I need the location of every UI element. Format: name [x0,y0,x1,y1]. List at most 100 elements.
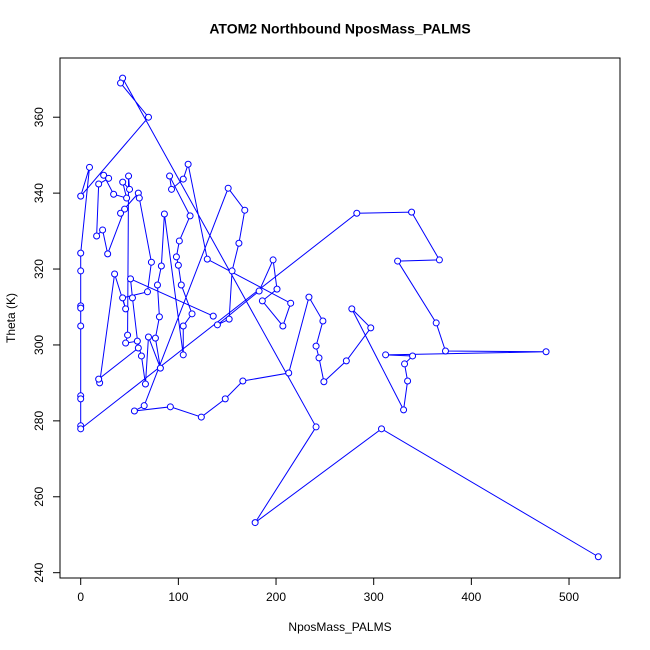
chart-title: ATOM2 Northbound NposMass_PALMS [209,21,470,37]
data-point [130,407,138,415]
data-point [99,226,107,234]
data-point [184,160,192,168]
y-tick-label: 260 [32,486,46,506]
data-point [110,190,118,198]
data-point [141,380,149,388]
data-point [93,232,101,240]
data-point [128,294,136,302]
data-point [409,352,417,360]
data-point [124,331,132,339]
data-point [353,209,361,217]
x-tick-label: 100 [168,590,188,604]
data-point [77,249,85,257]
data-point [144,113,152,121]
data-point [95,180,103,188]
data-point [123,194,131,202]
data-point [122,339,130,347]
x-tick-label: 300 [364,590,384,604]
data-point [134,344,142,352]
data-point [251,519,259,527]
data-point [179,175,187,183]
x-axis-label: NposMass_PALMS [288,620,391,634]
y-axis-label: Theta (K) [4,293,18,343]
x-tick-label: 400 [461,590,481,604]
data-point [179,322,187,330]
data-point [287,299,295,307]
y-tick-label: 360 [32,107,46,127]
data-point [77,192,85,200]
data-point [348,305,356,313]
data-line [80,76,599,558]
data-point [273,285,281,293]
data-point [117,209,125,217]
data-point [203,255,211,263]
data-point [378,425,386,433]
data-point [400,406,408,414]
y-tick-label: 340 [32,183,46,203]
data-point [85,163,93,171]
data-point [177,281,185,289]
data-point [382,351,390,359]
data-point [77,395,85,403]
data-point [179,351,187,359]
data-point [319,317,327,325]
data-point [144,333,152,341]
data-point [121,205,129,213]
data-point [151,334,159,342]
x-tick-label: 0 [77,590,84,604]
data-point [435,256,443,264]
data-point [305,293,313,301]
data-point [228,267,236,275]
x-tick-label: 500 [559,590,579,604]
data-point [188,310,196,318]
data-point [209,312,217,320]
data-point [104,250,112,258]
data-point [125,172,133,180]
data-point [239,377,247,385]
data-point [279,322,287,330]
data-point [144,288,152,296]
data-point [594,553,602,561]
data-point [140,402,148,410]
data-point [197,413,205,421]
data-point [160,210,168,218]
data-point [168,185,176,193]
data-point [77,267,85,275]
data-point [77,425,85,433]
data-point [221,395,229,403]
data-point [135,194,143,202]
data-point [404,377,412,385]
data-point [174,261,182,269]
data-point [172,253,180,261]
data-point [155,313,163,321]
data-point [224,184,232,192]
data-point [137,352,145,360]
data-point [312,342,320,350]
data-point [117,79,125,87]
y-tick-label: 240 [32,562,46,582]
y-tick-label: 300 [32,335,46,355]
data-point [126,185,134,193]
data-point [225,315,233,323]
data-point [235,239,243,247]
data-point [432,319,440,327]
plot-frame [59,57,621,579]
data-point [401,360,409,368]
data-point [153,281,161,289]
data-point [213,321,221,329]
data-point [119,178,127,186]
data-point [186,212,194,220]
data-point [95,375,103,383]
data-point [100,171,108,179]
data-point [408,208,416,216]
y-tick-label: 320 [32,259,46,279]
data-point [157,262,165,270]
data-point [166,172,174,180]
data-point [542,348,550,356]
data-point [122,305,130,313]
y-tick-label: 280 [32,411,46,431]
x-tick-label: 200 [266,590,286,604]
data-point [77,304,85,312]
data-point [156,364,164,372]
